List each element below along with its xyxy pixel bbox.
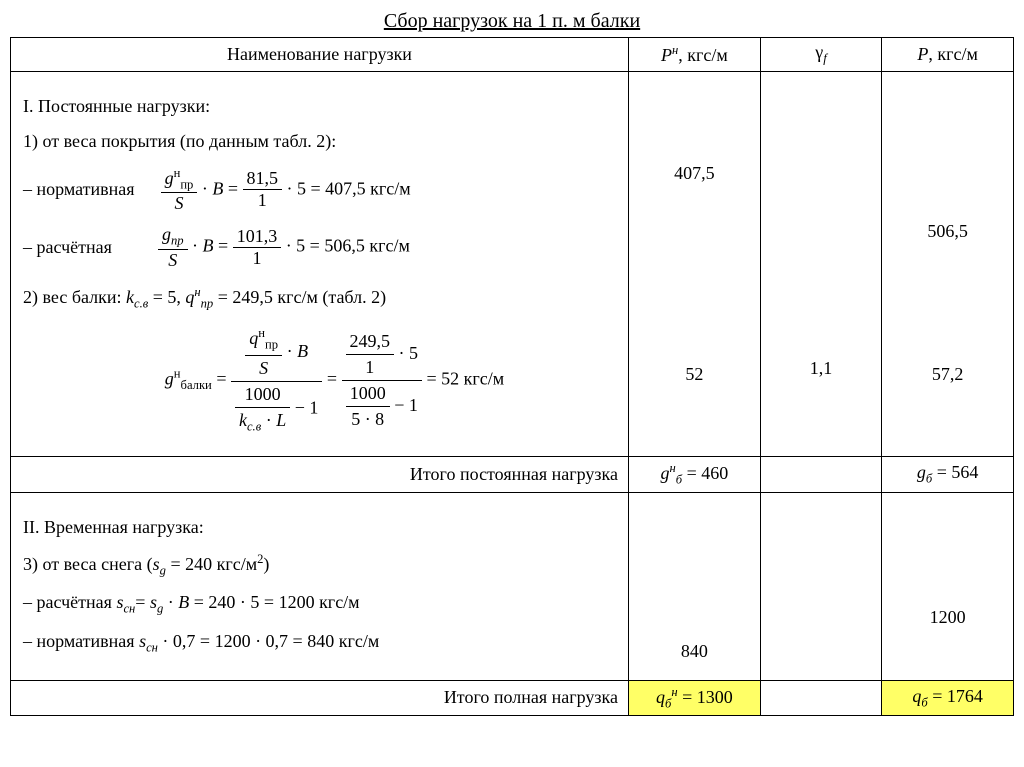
pn-value-2: 52 xyxy=(637,364,752,385)
gf-value-1: 1,1 xyxy=(769,358,874,379)
item-1-intro: 1) от веса покрытия (по данным табл. 2): xyxy=(23,131,616,152)
total-label: Итого полная нагрузка xyxy=(11,680,629,716)
p-value-2: 57,2 xyxy=(890,364,1005,385)
subtotal-1-p: gб = 564 xyxy=(882,457,1014,493)
calc-formula: gпрS · B = 101,31 · 5 = 506,5 кгс/м xyxy=(158,224,410,271)
header-pn: Pн, кгс/м xyxy=(629,38,761,72)
header-row: Наименование нагрузки Pн, кгс/м γf P, кг… xyxy=(11,38,1014,72)
pn-value-1: 407,5 xyxy=(637,163,752,184)
header-p: P, кгс/м xyxy=(882,38,1014,72)
subtotal-1-row: Итого постоянная нагрузка gнб = 460 gб =… xyxy=(11,457,1014,493)
loads-table: Наименование нагрузки Pн, кгс/м γf P, кг… xyxy=(10,37,1014,716)
norm-formula: gнпрS · B = 81,51 · 5 = 407,5 кгс/м xyxy=(161,166,411,215)
item-2-intro: 2) вес балки: kс.в = 5, qнпр = 249,5 кгс… xyxy=(23,285,616,312)
subtotal-1-label: Итого постоянная нагрузка xyxy=(11,457,629,493)
section-1-row: I. Постоянные нагрузки: 1) от веса покры… xyxy=(11,71,1014,457)
snow-norm-line: – нормативная sсн · 0,7 = 1200 · 0,7 = 8… xyxy=(23,631,616,656)
header-name: Наименование нагрузки xyxy=(11,38,629,72)
p-value-snow: 1200 xyxy=(890,607,1005,628)
p-value-1: 506,5 xyxy=(890,221,1005,242)
total-row: Итого полная нагрузка qбн = 1300 qб = 17… xyxy=(11,680,1014,716)
total-gf xyxy=(760,680,882,716)
total-pn: qбн = 1300 xyxy=(629,680,761,716)
item-3-intro: 3) от веса снега (sg = 240 кгс/м2) xyxy=(23,552,616,579)
subtotal-1-gf xyxy=(760,457,882,493)
section-1-heading: I. Постоянные нагрузки: xyxy=(23,96,616,117)
subtotal-1-pn: gнб = 460 xyxy=(629,457,761,493)
calc-label: – расчётная xyxy=(23,237,112,258)
norm-label: – нормативная xyxy=(23,179,135,200)
pn-value-snow: 840 xyxy=(637,641,752,662)
total-p: qб = 1764 xyxy=(882,680,1014,716)
snow-calc-line: – расчётная sсн= sg · B = 240 · 5 = 1200… xyxy=(23,592,616,617)
section-2-heading: II. Временная нагрузка: xyxy=(23,517,616,538)
beam-formula: gнбалки = qнпрS · B1000kс.в · L − 1 = 24… xyxy=(165,325,504,436)
page-title: Сбор нагрузок на 1 п. м балки xyxy=(10,10,1014,33)
section-2-row: II. Временная нагрузка: 3) от веса снега… xyxy=(11,492,1014,680)
header-gf: γf xyxy=(760,38,882,72)
